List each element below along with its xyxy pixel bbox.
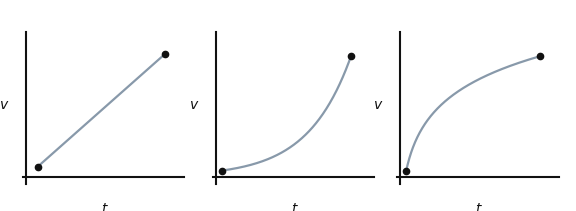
Text: t: t <box>291 202 297 211</box>
Text: v: v <box>190 97 198 112</box>
Text: t: t <box>475 202 481 211</box>
Text: t: t <box>101 202 107 211</box>
Text: v: v <box>374 97 382 112</box>
Text: v: v <box>0 97 8 112</box>
